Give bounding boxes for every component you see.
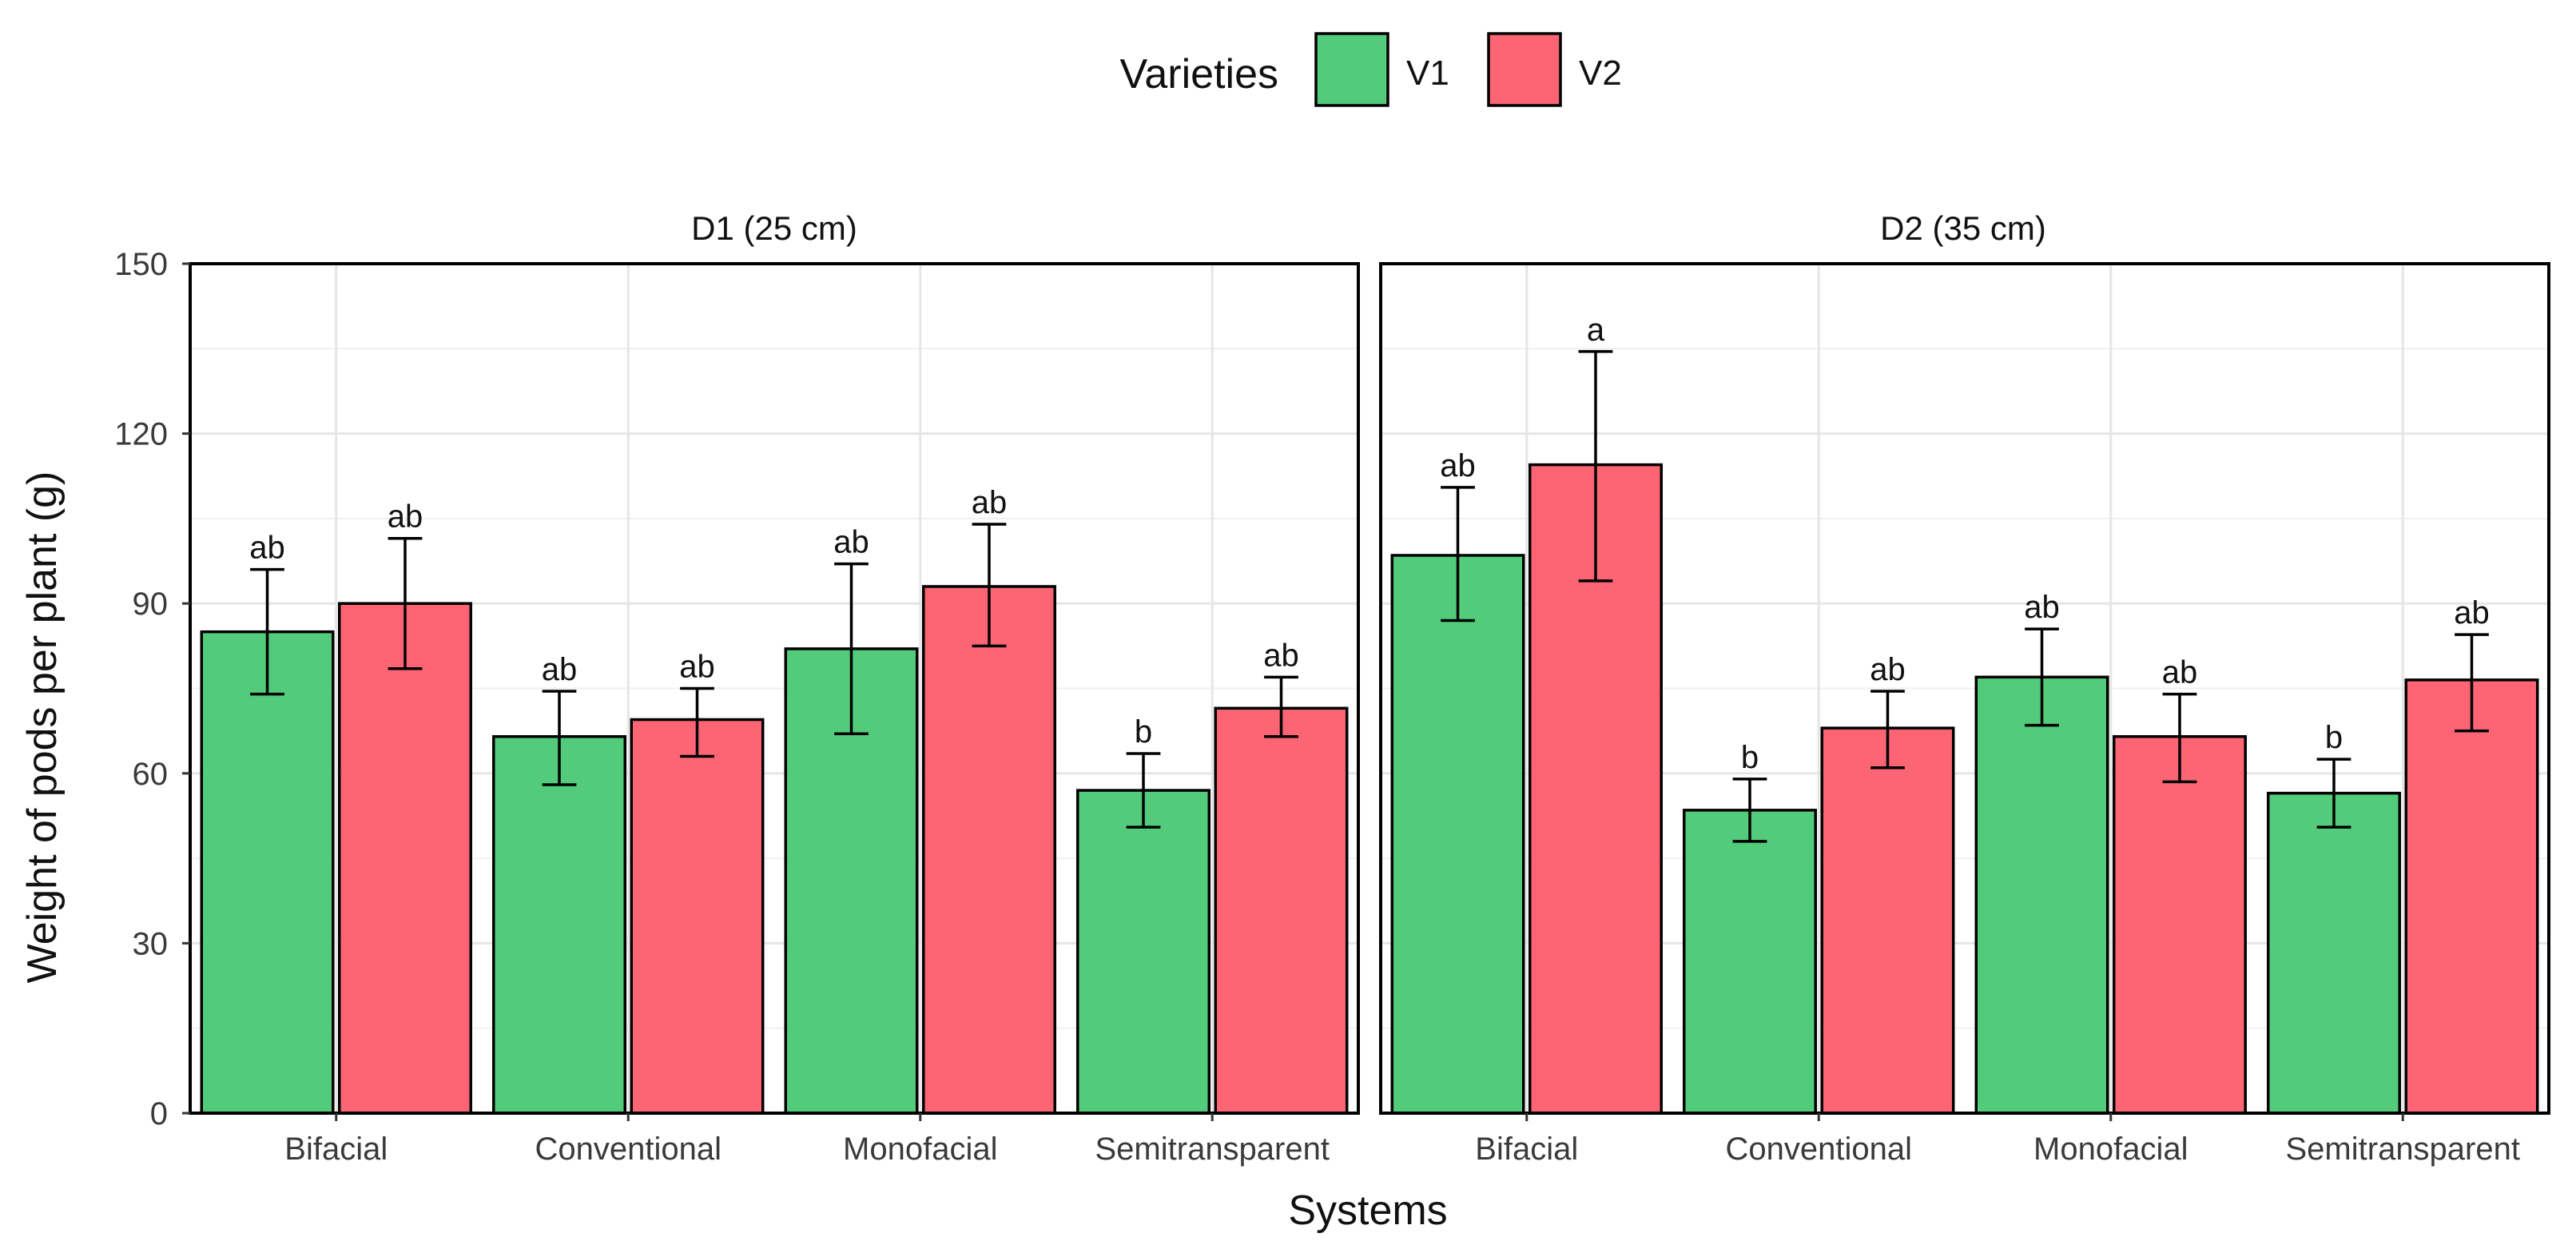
bar-v1-monofacial xyxy=(1974,675,2109,1115)
error-bar xyxy=(1264,675,1298,738)
error-bar xyxy=(972,523,1007,648)
bar-v2-monofacial xyxy=(2113,734,2247,1115)
error-bar xyxy=(2455,633,2489,733)
panel-title-d2: D2 (35 cm) xyxy=(1880,209,2046,247)
x-tick-label: Bifacial xyxy=(284,1132,388,1167)
panel-border xyxy=(1379,262,2550,1115)
error-bar xyxy=(388,536,423,670)
y-tick-label: 150 xyxy=(114,247,168,282)
significance-label: ab xyxy=(1870,652,1906,687)
y-tick-label: 60 xyxy=(133,757,169,792)
legend-label-v2: V2 xyxy=(1579,54,1622,93)
error-bar xyxy=(250,567,284,696)
significance-label: ab xyxy=(2024,590,2060,625)
significance-label: b xyxy=(1135,714,1152,750)
significance-label: ab xyxy=(679,650,715,685)
legend-swatch-v2 xyxy=(1487,32,1562,107)
significance-label: a xyxy=(1587,312,1605,348)
error-bar xyxy=(1732,778,1767,843)
significance-label: ab xyxy=(542,652,578,687)
y-tick-label: 90 xyxy=(133,587,169,622)
error-bar xyxy=(680,686,714,758)
bar-v2-monofacial xyxy=(922,585,1056,1115)
significance-label: ab xyxy=(972,485,1008,520)
panel-d1: ab ab ab b ab ab ab ab Bifacial Conventional Monof… xyxy=(189,262,1360,1167)
significance-label: b xyxy=(1741,740,1759,775)
significance-label: ab xyxy=(2454,595,2490,630)
significance-label: ab xyxy=(388,499,423,535)
x-tick-label: Conventional xyxy=(535,1132,722,1167)
legend-swatch-v1 xyxy=(1314,32,1389,107)
significance-label: ab xyxy=(1440,448,1476,483)
bar-v1-conventional xyxy=(1683,809,1817,1115)
bar-v2-conventional xyxy=(1820,726,1955,1115)
error-bar xyxy=(834,562,869,735)
y-tick-label: 30 xyxy=(133,926,169,961)
bar-v2-semitransparent xyxy=(1214,706,1349,1115)
legend-label-v1: V1 xyxy=(1406,54,1449,93)
x-tick-label: Monofacial xyxy=(843,1132,997,1167)
x-axis-title: Systems xyxy=(1288,1187,1447,1234)
legend-title: Varieties xyxy=(1120,51,1278,97)
y-tick-label: 0 xyxy=(150,1096,168,1132)
error-bar xyxy=(1578,350,1613,583)
legend: Varieties V1 V2 xyxy=(1120,32,1622,107)
error-bar xyxy=(2162,692,2197,784)
bar-v2-conventional xyxy=(630,718,765,1115)
bar-v1-semitransparent xyxy=(1076,789,1211,1115)
y-tick-label: 120 xyxy=(114,417,168,452)
panel-title-d1: D1 (25 cm) xyxy=(691,209,857,247)
bar-v1-conventional xyxy=(492,734,627,1115)
error-bar xyxy=(1126,752,1161,829)
significance-label: ab xyxy=(249,531,285,566)
bar-v2-bifacial xyxy=(338,602,472,1115)
significance-label: b xyxy=(2325,720,2343,755)
error-bar xyxy=(2025,627,2059,727)
x-tick-label: Conventional xyxy=(1726,1132,1913,1167)
significance-label: ab xyxy=(833,525,869,560)
x-tick-label: Monofacial xyxy=(2033,1132,2188,1167)
error-bar xyxy=(542,690,577,786)
x-tick-label: Semitransparent xyxy=(1095,1132,1330,1167)
y-axis-ticks: 0 30 60 90 120 150 xyxy=(114,247,190,1132)
x-tick-label: Bifacial xyxy=(1475,1132,1578,1167)
y-axis-title: Weight of pods per plant (g) xyxy=(19,471,66,984)
error-bar xyxy=(1441,486,1475,623)
bar-v1-bifacial xyxy=(200,630,335,1115)
error-bar xyxy=(2316,758,2351,829)
panel-d2: ab b ab b a ab ab ab Bifacial Conventional Monofac… xyxy=(1379,262,2550,1167)
bar-v2-semitransparent xyxy=(2404,678,2539,1115)
panel-border xyxy=(189,262,1360,1115)
significance-label: ab xyxy=(2162,655,2198,690)
error-bar xyxy=(1870,690,1905,770)
bar-v1-monofacial xyxy=(784,647,919,1115)
bar-v1-bifacial xyxy=(1390,554,1525,1115)
bar-v1-semitransparent xyxy=(2267,791,2401,1115)
x-tick-label: Semitransparent xyxy=(2286,1132,2520,1167)
significance-label: ab xyxy=(1263,638,1299,673)
